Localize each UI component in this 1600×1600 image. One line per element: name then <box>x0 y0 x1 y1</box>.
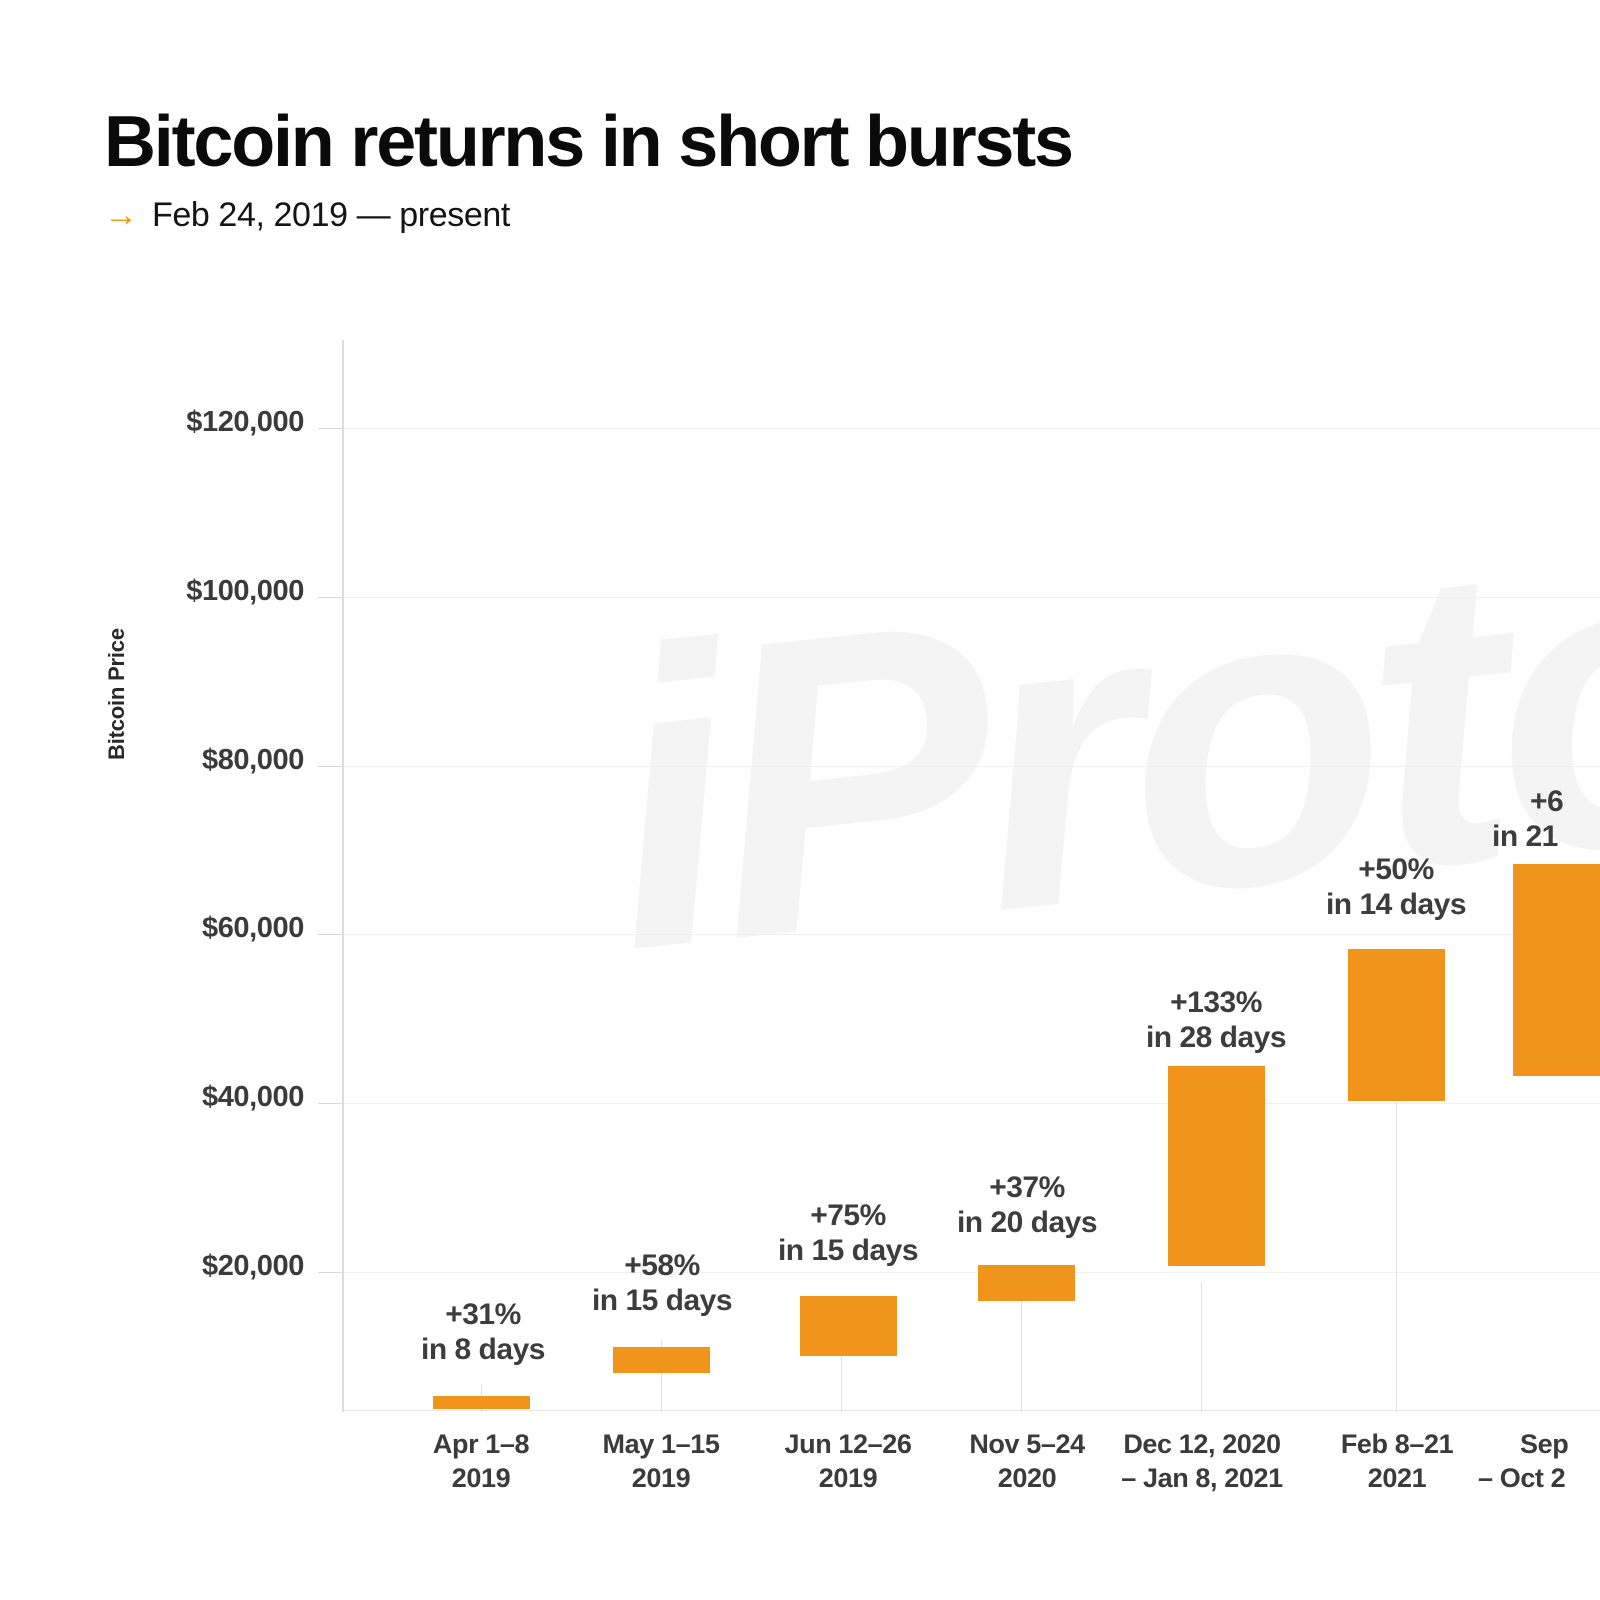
annotation-pct: +6 <box>1530 785 1564 818</box>
annotation-pct: +58% <box>624 1249 700 1282</box>
chart-subtitle: Feb 24, 2019 — present <box>152 196 510 235</box>
subtitle-row: → Feb 24, 2019 — present <box>104 198 1504 232</box>
bar-jun-2019[interactable] <box>800 1296 897 1356</box>
x-label-line1: Apr 1–8 <box>432 1429 530 1459</box>
bar-annotation-feb-2021: +50% in 14 days <box>1296 852 1496 923</box>
x-axis-label-may-2019: May 1–15 2019 <box>551 1428 771 1496</box>
axis-baseline <box>342 1410 1600 1411</box>
x-tick-mark <box>1396 1099 1397 1412</box>
bar-annotation-jun-2019: +75% in 15 days <box>748 1198 948 1269</box>
gridline-20000 <box>342 1272 1600 1273</box>
y-tick-mark <box>318 428 342 429</box>
annotation-pct: +133% <box>1170 986 1262 1019</box>
bar-apr-2019[interactable] <box>433 1396 530 1409</box>
bar-annotation-dec-2020: +133% in 28 days <box>1116 985 1316 1056</box>
x-label-line2: 2019 <box>451 1462 511 1493</box>
y-axis-label-80000: $80,000 <box>201 744 304 776</box>
x-axis-label-jun-2019: Jun 12–26 2019 <box>738 1428 958 1496</box>
annotation-pct: +31% <box>445 1298 521 1331</box>
x-label-line1: Sep <box>1520 1429 1569 1459</box>
gridline-120000 <box>342 428 1600 429</box>
annotation-days: in 14 days <box>1325 888 1467 922</box>
y-axis-label-100000: $100,000 <box>186 575 304 607</box>
y-tick-mark <box>318 934 342 935</box>
chart-header: Bitcoin returns in short bursts → Feb 24… <box>104 102 1504 233</box>
y-axis-title: Bitcoin Price <box>104 628 129 760</box>
x-label-line1: Nov 5–24 <box>969 1429 1085 1459</box>
bar-nov-2020[interactable] <box>978 1265 1075 1301</box>
x-tick-mark <box>661 1340 662 1412</box>
x-label-line1: Dec 12, 2020 <box>1123 1429 1281 1459</box>
x-label-line2: 2019 <box>631 1462 691 1493</box>
bar-dec-2020-jan-2021[interactable] <box>1168 1066 1265 1266</box>
y-tick-mark <box>318 597 342 598</box>
y-tick-mark <box>318 1272 342 1273</box>
x-label-line2: 2020 <box>997 1462 1057 1493</box>
x-axis-label-sep-oct-2021: Sep – Oct 2 <box>1458 1428 1600 1496</box>
y-axis-label-40000: $40,000 <box>201 1081 304 1113</box>
x-label-line1: Feb 8–21 <box>1340 1429 1454 1459</box>
x-label-line1: Jun 12–26 <box>784 1429 912 1459</box>
annotation-days: in 15 days <box>591 1284 733 1318</box>
y-tick-mark <box>318 766 342 767</box>
y-tick-mark <box>318 1103 342 1104</box>
annotation-days: in 20 days <box>956 1206 1098 1240</box>
x-label-line2: 2021 <box>1367 1462 1427 1493</box>
x-axis-label-dec-2020: Dec 12, 2020 – Jan 8, 2021 <box>1092 1428 1312 1496</box>
y-axis-line <box>342 340 344 1412</box>
annotation-days: in 15 days <box>777 1234 919 1268</box>
x-label-line1: May 1–15 <box>602 1429 720 1459</box>
annotation-pct: +37% <box>989 1171 1065 1204</box>
x-tick-mark <box>841 1352 842 1412</box>
annotation-days: in 8 days <box>421 1333 545 1367</box>
x-label-line2: 2019 <box>818 1462 878 1493</box>
x-axis-label-apr-2019: Apr 1–8 2019 <box>371 1428 591 1496</box>
gridline-40000 <box>342 1103 1600 1104</box>
bar-sep-oct-2021[interactable] <box>1513 864 1600 1076</box>
y-axis-label-120000: $120,000 <box>186 406 304 438</box>
bar-annotation-may-2019: +58% in 15 days <box>562 1248 762 1319</box>
bar-feb-2021[interactable] <box>1348 949 1445 1101</box>
x-label-line2: – Jan 8, 2021 <box>1121 1462 1283 1493</box>
y-axis-label-60000: $60,000 <box>201 912 304 944</box>
bar-may-2019[interactable] <box>613 1347 710 1373</box>
annotation-days: in 28 days <box>1145 1021 1287 1055</box>
annotation-days: in 21 <box>1492 820 1558 854</box>
x-axis-label-nov-2020: Nov 5–24 2020 <box>917 1428 1137 1496</box>
annotation-pct: +50% <box>1358 853 1434 886</box>
y-axis-label-20000: $20,000 <box>201 1250 304 1282</box>
x-tick-mark <box>1201 1282 1202 1412</box>
bar-annotation-sep-oct-2021: +6 in 21 <box>1492 784 1600 855</box>
gridline-80000 <box>342 766 1600 767</box>
gridline-100000 <box>342 597 1600 598</box>
arrow-right-icon: → <box>104 196 138 235</box>
x-axis-label-feb-2021: Feb 8–21 2021 <box>1287 1428 1507 1496</box>
gridline-60000 <box>342 934 1600 935</box>
x-label-line2: – Oct 2 <box>1478 1462 1566 1493</box>
bar-annotation-nov-2020: +37% in 20 days <box>927 1170 1127 1241</box>
page-title: Bitcoin returns in short bursts <box>104 102 1074 182</box>
bar-annotation-apr-2019: +31% in 8 days <box>383 1297 583 1368</box>
x-tick-mark <box>1021 1297 1022 1412</box>
annotation-pct: +75% <box>810 1199 886 1232</box>
